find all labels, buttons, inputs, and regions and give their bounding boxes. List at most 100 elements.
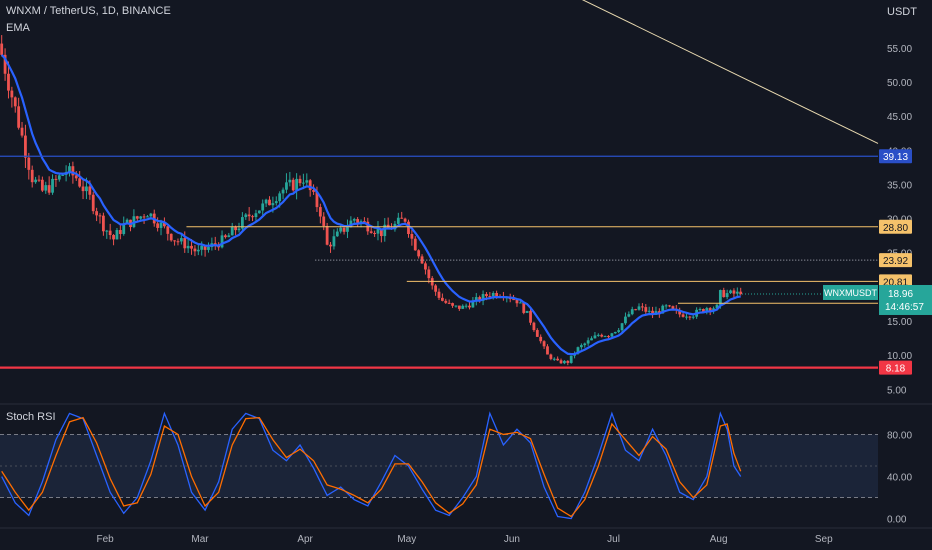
candle-body <box>569 355 573 363</box>
candle-body <box>356 219 360 223</box>
candle-body <box>257 210 261 214</box>
candle-body <box>396 217 400 224</box>
candle-body <box>478 297 482 301</box>
last-price-value: 18.96 <box>888 289 913 300</box>
candle-body <box>596 334 600 336</box>
candle-body <box>542 341 546 347</box>
candle-body <box>447 302 451 304</box>
candle-body <box>579 345 583 348</box>
candle-body <box>88 186 92 195</box>
candle-body <box>169 233 173 241</box>
candle-body <box>352 219 356 221</box>
candle-body <box>251 216 254 218</box>
price-tick-label: 45.00 <box>887 112 912 123</box>
candle-body <box>661 305 665 314</box>
candle-body <box>20 127 24 136</box>
candle-body <box>271 203 275 206</box>
candle-body <box>105 230 109 232</box>
candle-body <box>332 236 336 247</box>
candle-body <box>729 290 732 294</box>
candle-body <box>718 290 722 305</box>
candle-body <box>668 305 671 307</box>
candle-body <box>407 221 410 234</box>
candle-body <box>708 308 712 311</box>
level-tag <box>879 149 912 164</box>
candle-body <box>30 169 34 183</box>
candle-body <box>315 191 319 208</box>
trendline <box>581 0 879 144</box>
candle-body <box>413 238 417 251</box>
candle-body <box>539 336 543 342</box>
candle-body <box>37 179 41 181</box>
candle-body <box>403 218 407 222</box>
candle-body <box>491 293 495 297</box>
candle-body <box>600 334 604 337</box>
candle-body <box>630 309 634 315</box>
candle-body <box>254 213 258 218</box>
candle-body <box>139 216 143 219</box>
candle-body <box>149 213 153 217</box>
candle-body <box>410 233 414 239</box>
candle-body <box>525 310 529 313</box>
candle-body <box>739 291 743 294</box>
ema-indicator-label[interactable]: EMA <box>6 22 30 34</box>
price-tick-label: 35.00 <box>887 180 912 191</box>
candle-body <box>349 220 353 228</box>
candle-body <box>373 232 376 234</box>
candle-body <box>546 346 549 355</box>
candle-body <box>495 293 499 297</box>
price-tick-label: 5.00 <box>887 385 907 396</box>
stoch-rsi-label[interactable]: Stoch RSI <box>6 411 56 423</box>
candle-body <box>474 297 478 301</box>
candle-body <box>7 73 10 91</box>
candle-body <box>559 360 563 364</box>
time-tick-label: Jul <box>607 534 620 545</box>
candle-body <box>179 238 183 242</box>
level-tag <box>879 360 912 375</box>
candle-body <box>34 179 37 183</box>
candle-body <box>285 182 288 190</box>
candle-body <box>268 199 271 206</box>
time-tick-label: Jun <box>504 534 520 545</box>
candle-body <box>725 293 729 298</box>
candle-body <box>468 305 471 308</box>
candle-body <box>664 305 668 307</box>
candle-body <box>264 199 268 204</box>
candle-body <box>586 340 590 344</box>
candle-body <box>122 223 126 234</box>
candle-body <box>369 231 373 233</box>
candle-body <box>471 300 475 308</box>
time-tick-label: Aug <box>710 534 728 545</box>
candle-body <box>335 231 339 237</box>
candle-body <box>91 194 95 212</box>
price-tick-label: 15.00 <box>887 317 912 328</box>
rsi-tick-label: 0.00 <box>887 515 907 526</box>
candle-body <box>691 316 695 318</box>
candle-body <box>78 178 82 187</box>
level-tag <box>879 219 912 234</box>
candle-body <box>329 244 332 247</box>
level-tag-label: 8.18 <box>886 364 906 375</box>
candle-body <box>647 310 651 312</box>
candle-body <box>305 180 309 183</box>
candle-body <box>95 211 99 216</box>
candle-body <box>71 166 75 176</box>
candle-body <box>183 238 187 249</box>
rsi-tick-label: 80.00 <box>887 430 912 441</box>
candle-body <box>247 214 251 217</box>
candle-body <box>118 230 122 234</box>
candle-body <box>488 296 492 298</box>
level-tag-label: 23.92 <box>883 256 908 267</box>
candle-body <box>444 300 448 303</box>
candle-body <box>244 214 248 218</box>
candle-body <box>230 226 234 236</box>
price-tick-label: 55.00 <box>887 44 912 55</box>
candle-body <box>529 310 532 323</box>
candle-body <box>376 228 380 234</box>
candle-body <box>302 182 305 184</box>
candle-body <box>108 230 112 236</box>
candle-body <box>427 269 431 279</box>
candle-body <box>620 323 624 331</box>
level-tag <box>879 274 912 289</box>
